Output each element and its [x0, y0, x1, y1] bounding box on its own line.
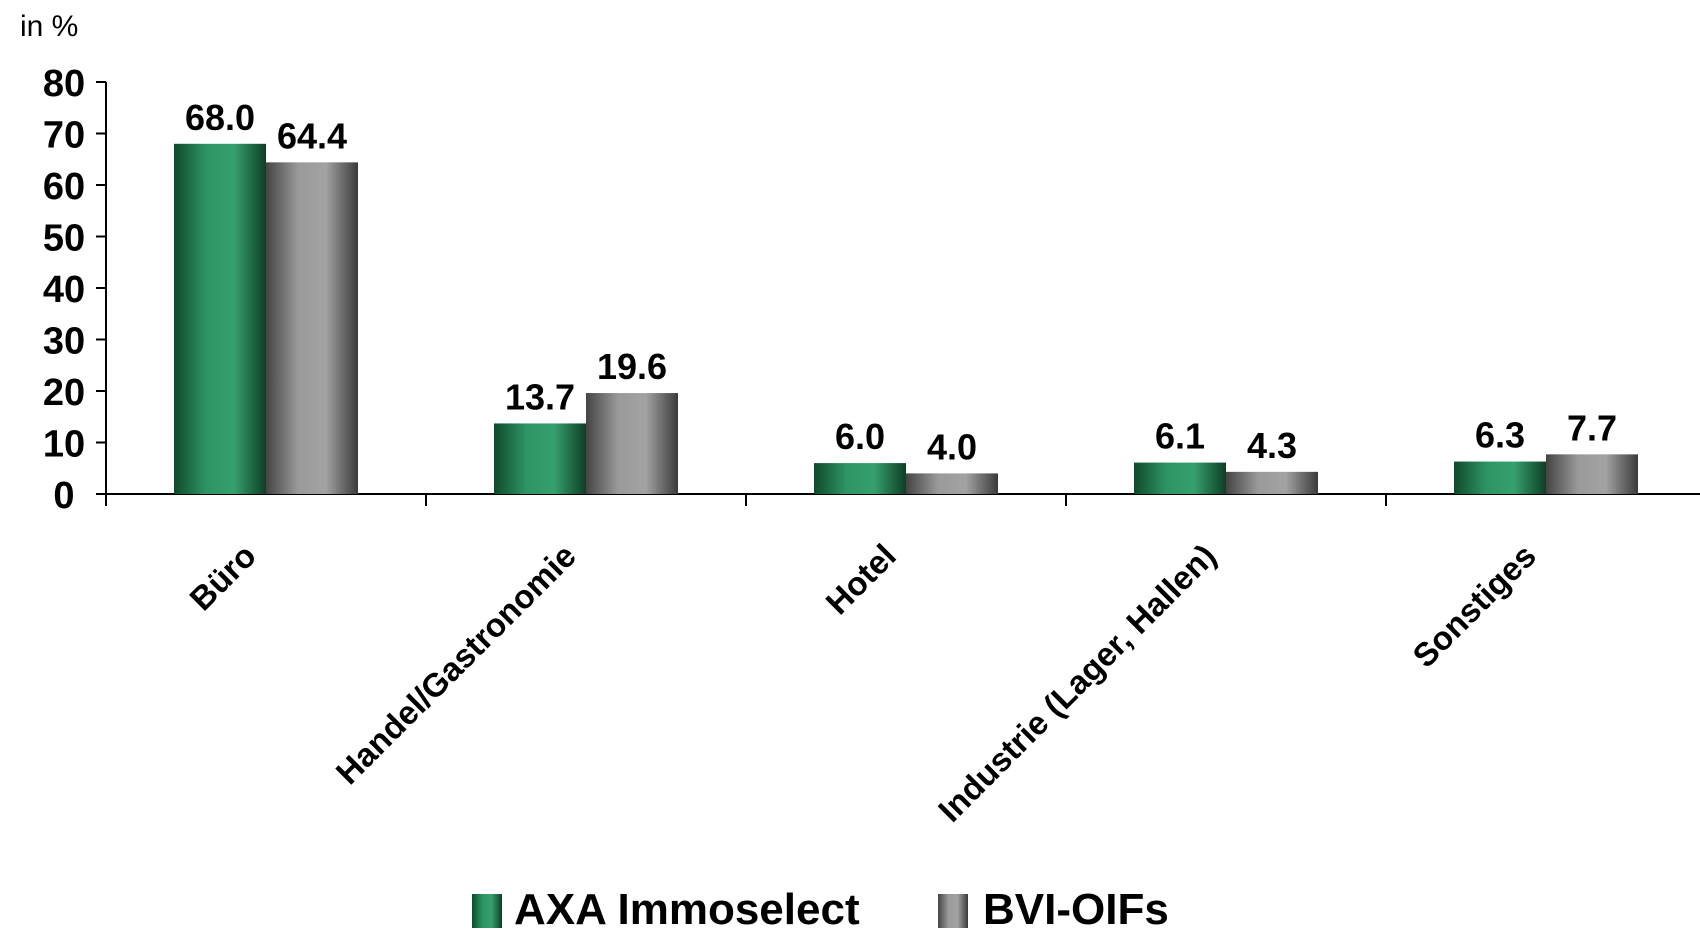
category-label: Hotel	[818, 537, 902, 621]
bar-bvi	[266, 162, 358, 494]
y-unit-label: in %	[20, 10, 78, 43]
data-label: 7.7	[1567, 407, 1617, 448]
bar-bvi	[586, 393, 678, 494]
bar-axa	[494, 423, 586, 494]
y-tick-label: 0	[53, 475, 74, 517]
bar-bvi	[906, 473, 998, 494]
data-label: 6.3	[1475, 415, 1525, 456]
category-label: Sonstiges	[1405, 537, 1543, 675]
bar-bvi	[1546, 454, 1638, 494]
y-tick-label: 10	[43, 424, 85, 466]
y-tick-label: 60	[43, 166, 85, 208]
data-label: 6.1	[1155, 416, 1205, 457]
y-tick-label: 70	[43, 115, 85, 157]
bar-bvi	[1226, 471, 1318, 494]
y-axis: 0 10 20 30 40 50 60 70 80	[43, 63, 107, 517]
bars	[174, 143, 1638, 495]
legend-swatch-axa	[472, 894, 502, 928]
data-label: 64.4	[277, 115, 347, 156]
data-labels: 68.0 64.4 13.7 19.6 6.0 4.0 6.1 4.3 6.3 7.7	[185, 97, 1617, 468]
data-label: 13.7	[505, 376, 575, 417]
bar-axa	[814, 463, 906, 494]
data-label: 6.0	[835, 416, 885, 457]
y-tick-label: 20	[43, 372, 85, 414]
category-label: Büro	[182, 537, 263, 618]
data-label: 68.0	[185, 97, 255, 138]
y-tick-label: 40	[43, 269, 85, 311]
legend-label-axa: AXA Immoselect	[514, 885, 860, 931]
category-labels: Büro Handel/Gastronomie Hotel Industrie (La…	[182, 537, 1543, 829]
x-axis	[105, 493, 1700, 506]
y-tick-label: 30	[43, 321, 85, 363]
category-label: Handel/Gastronomie	[329, 537, 583, 791]
data-label: 4.3	[1247, 425, 1297, 466]
bar-axa	[1454, 461, 1546, 494]
category-label: Industrie (Lager, Hallen)	[931, 537, 1223, 829]
legend-label-bvi: BVI-OIFs	[983, 885, 1169, 931]
legend-swatch-bvi	[938, 894, 968, 928]
bar-axa	[174, 143, 266, 495]
data-label: 19.6	[597, 346, 667, 387]
y-tick-label: 80	[43, 63, 85, 105]
y-tick-label: 50	[43, 218, 85, 260]
bar-axa	[1134, 462, 1226, 494]
data-label: 4.0	[927, 426, 977, 467]
legend: AXA Immoselect BVI-OIFs	[472, 885, 1169, 931]
